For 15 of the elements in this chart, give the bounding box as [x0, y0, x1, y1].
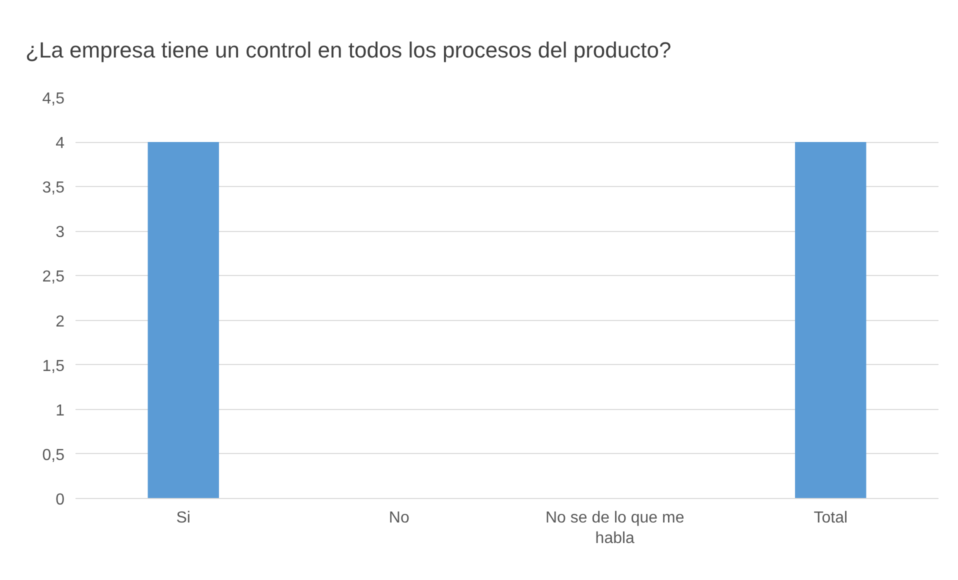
y-tick-label: 0 — [56, 492, 65, 508]
y-tick-label: 4 — [56, 135, 65, 152]
x-tick-label: No se de lo que me habla — [546, 510, 684, 547]
y-tick-label: 1 — [56, 402, 65, 420]
y-tick-label: 1,5 — [42, 358, 65, 375]
x-tick-label: Si — [176, 510, 190, 526]
y-tick-label: 0,5 — [42, 446, 65, 464]
chart-title: ¿La empresa tiene un control en todos los procesos del producto? — [26, 38, 672, 62]
y-tick-label: 3 — [56, 224, 65, 242]
y-tick-label: 3,5 — [42, 180, 65, 197]
x-tick-label: Total — [814, 510, 848, 526]
y-tick-label: 2,5 — [42, 268, 65, 286]
x-tick-label: No — [388, 510, 410, 526]
y-tick-label: 2 — [56, 313, 65, 330]
y-tick-label: 4,5 — [42, 90, 65, 108]
